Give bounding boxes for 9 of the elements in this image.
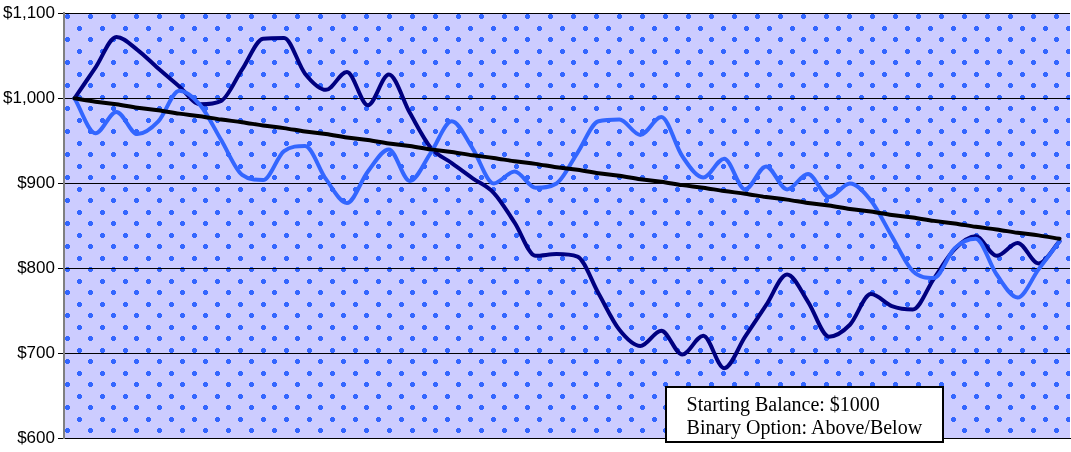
y-tick-label: $1,100 — [3, 2, 55, 22]
y-tick-label: $1,000 — [3, 88, 55, 108]
line-series — [72, 88, 1062, 300]
y-tick-label: $800 — [17, 258, 55, 278]
y-tick-label: $600 — [17, 428, 55, 448]
y-tick-label: $900 — [17, 173, 55, 193]
y-tick-label: $700 — [17, 343, 55, 363]
annotation: Binary Option: Above/Below — [686, 415, 923, 439]
annotation: Starting Balance: $1000 — [686, 392, 881, 416]
